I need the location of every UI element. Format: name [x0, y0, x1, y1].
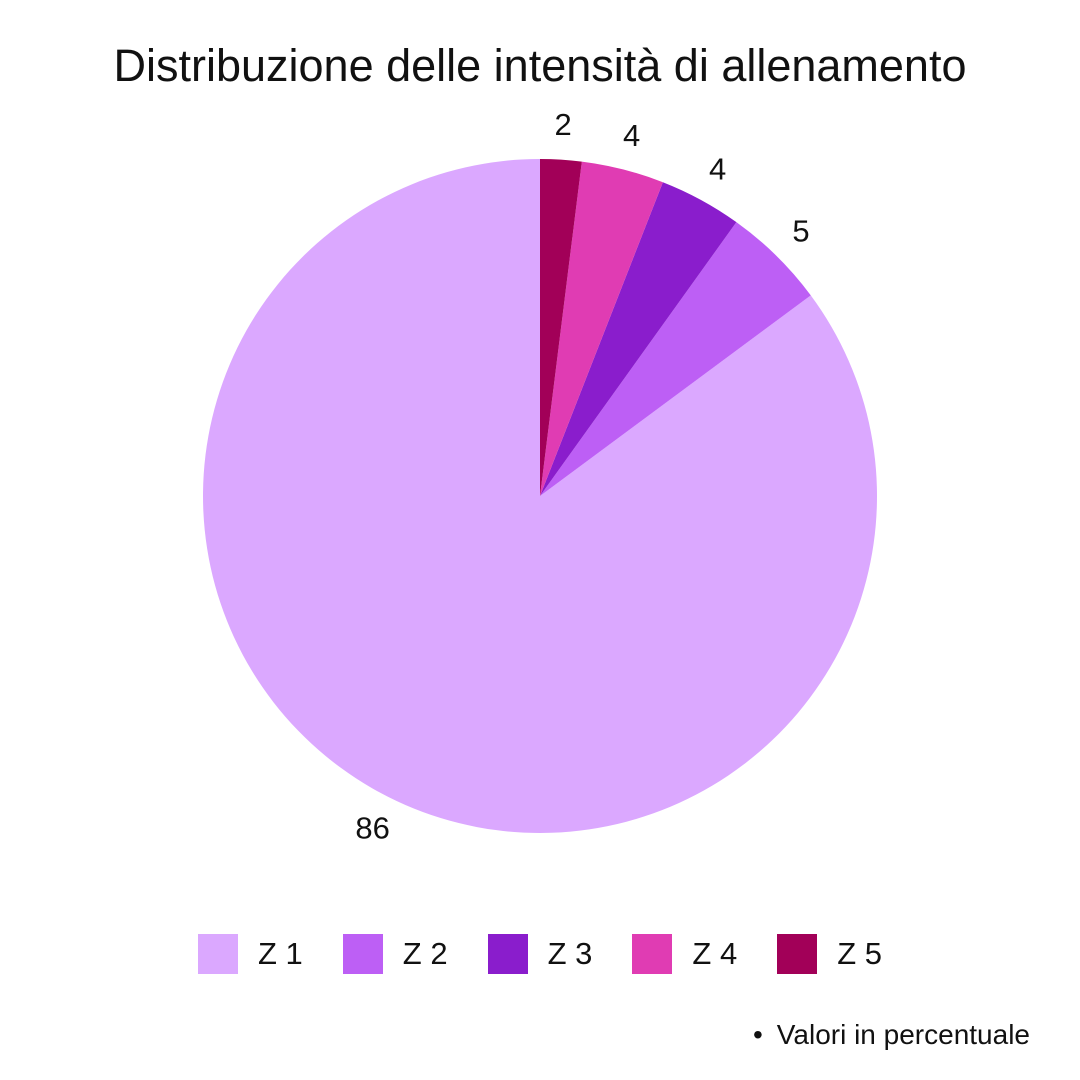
data-label-5: 2 — [555, 107, 572, 142]
pie-slice-1[interactable] — [203, 159, 878, 833]
pie-slice-5[interactable] — [540, 159, 582, 496]
pie-slice-2[interactable] — [540, 222, 811, 496]
chart-title: Distribuzione delle intensità di allenam… — [113, 40, 967, 91]
footnote-text: Valori in percentuale — [776, 1019, 1030, 1050]
pie-slice-4[interactable] — [540, 161, 663, 497]
legend-item-z3[interactable]: Z 3 — [487, 934, 593, 974]
legend-label-z4: Z 4 — [692, 936, 738, 971]
data-label-2: 5 — [792, 213, 809, 248]
legend-swatch-z4 — [632, 934, 673, 974]
legend-label-z3: Z 3 — [547, 936, 593, 971]
data-label-3: 4 — [709, 152, 726, 187]
legend-label-z5: Z 5 — [837, 936, 882, 971]
pie-slices — [203, 159, 878, 833]
legend-item-z5[interactable]: Z 5 — [777, 934, 882, 974]
pie-labels: 86 5 4 4 2 — [355, 107, 809, 846]
pie-slice-3[interactable] — [540, 182, 737, 496]
legend-item-z1[interactable]: Z 1 — [198, 934, 303, 974]
legend-swatch-z3 — [487, 934, 528, 974]
legend-swatch-z2 — [342, 934, 383, 974]
legend-item-z4[interactable]: Z 4 — [632, 934, 737, 974]
legend-label-z2: Z 2 — [402, 936, 448, 971]
legend-label-z1: Z 1 — [258, 936, 303, 971]
legend-swatch-z1 — [198, 934, 238, 974]
legend: Z 1 Z 2 Z 3 Z 4 Z 5 — [0, 934, 1080, 974]
footnote: • Valori in percentuale — [753, 1017, 1030, 1053]
legend-swatch-z5 — [777, 934, 818, 974]
data-label-1: 86 — [355, 811, 389, 846]
data-label-4: 4 — [623, 118, 640, 153]
legend-item-z2[interactable]: Z 2 — [342, 934, 448, 974]
bullet-icon: • — [752, 1019, 763, 1050]
